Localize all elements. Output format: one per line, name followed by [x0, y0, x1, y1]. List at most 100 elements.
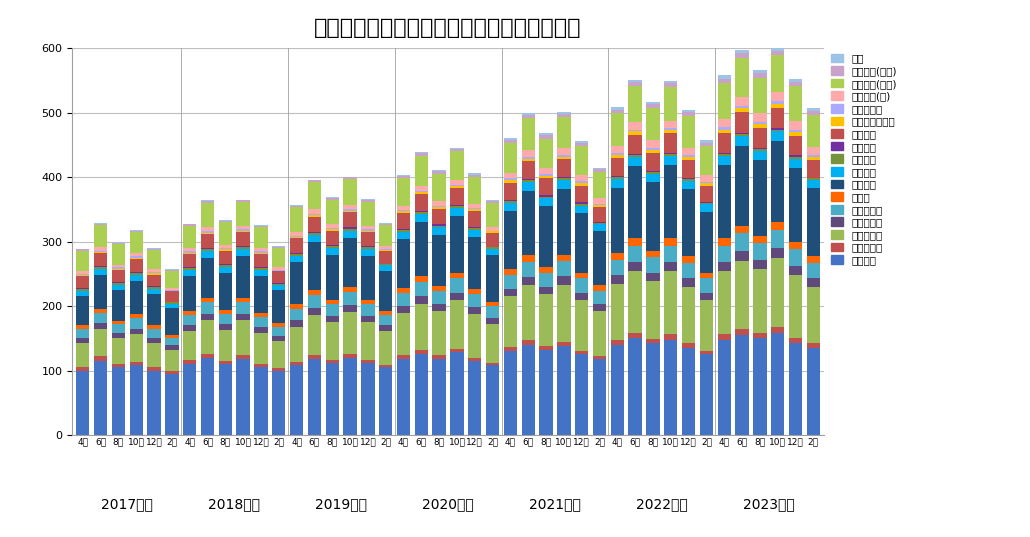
- Bar: [130, 232, 143, 253]
- Bar: [521, 113, 535, 115]
- Bar: [735, 226, 749, 233]
- Bar: [397, 210, 410, 212]
- Bar: [165, 350, 178, 371]
- Bar: [628, 86, 642, 122]
- Bar: [433, 171, 446, 174]
- Bar: [753, 149, 766, 151]
- Bar: [308, 359, 321, 435]
- Bar: [379, 311, 392, 315]
- Bar: [682, 257, 695, 263]
- Bar: [254, 248, 268, 251]
- Bar: [557, 117, 571, 148]
- Bar: [593, 222, 607, 223]
- Bar: [771, 55, 785, 92]
- Bar: [254, 313, 268, 317]
- Bar: [362, 316, 375, 322]
- Bar: [343, 179, 356, 205]
- Bar: [646, 149, 659, 153]
- Bar: [718, 127, 731, 129]
- Bar: [362, 360, 375, 363]
- Bar: [557, 261, 571, 277]
- Bar: [486, 201, 500, 203]
- Bar: [450, 151, 464, 180]
- Bar: [450, 148, 464, 149]
- Bar: [130, 231, 143, 232]
- Bar: [646, 174, 659, 183]
- Bar: [521, 180, 535, 183]
- Bar: [521, 191, 535, 255]
- Bar: [540, 133, 553, 135]
- Bar: [575, 300, 588, 351]
- Bar: [94, 266, 107, 267]
- Bar: [646, 153, 659, 171]
- Bar: [325, 304, 339, 316]
- Bar: [468, 289, 481, 294]
- Bar: [557, 157, 571, 159]
- Bar: [397, 175, 410, 176]
- Bar: [521, 158, 535, 161]
- Bar: [183, 270, 197, 276]
- Bar: [575, 278, 588, 293]
- Bar: [433, 226, 446, 228]
- Bar: [325, 229, 339, 231]
- Bar: [735, 335, 749, 435]
- Bar: [379, 325, 392, 331]
- Bar: [272, 247, 285, 248]
- Bar: [789, 82, 802, 86]
- Bar: [806, 111, 820, 115]
- Bar: [183, 268, 197, 270]
- Bar: [254, 328, 268, 333]
- Bar: [165, 338, 178, 345]
- Bar: [664, 165, 678, 238]
- Bar: [699, 351, 713, 354]
- Bar: [289, 262, 303, 304]
- Bar: [308, 315, 321, 355]
- Bar: [218, 273, 232, 310]
- Bar: [183, 251, 197, 252]
- Bar: [557, 255, 571, 261]
- Bar: [682, 155, 695, 157]
- Bar: [325, 200, 339, 224]
- Bar: [628, 132, 642, 135]
- Bar: [165, 303, 178, 308]
- Bar: [753, 243, 766, 260]
- Bar: [343, 305, 356, 312]
- Bar: [646, 172, 659, 174]
- Bar: [397, 178, 410, 206]
- Bar: [753, 268, 766, 333]
- Bar: [468, 228, 481, 230]
- Bar: [415, 303, 428, 350]
- Bar: [771, 141, 785, 222]
- Bar: [771, 101, 785, 104]
- Bar: [664, 87, 678, 120]
- Bar: [504, 180, 517, 183]
- Bar: [521, 255, 535, 262]
- Bar: [183, 223, 197, 224]
- Bar: [165, 302, 178, 303]
- Bar: [504, 183, 517, 200]
- Bar: [272, 341, 285, 368]
- Bar: [325, 246, 339, 248]
- Bar: [735, 50, 749, 54]
- Bar: [130, 329, 143, 335]
- Bar: [664, 245, 678, 262]
- Bar: [147, 343, 161, 367]
- Bar: [486, 227, 500, 231]
- Bar: [789, 275, 802, 338]
- Bar: [379, 367, 392, 435]
- Bar: [343, 287, 356, 292]
- Bar: [94, 357, 107, 361]
- Bar: [147, 294, 161, 325]
- Bar: [611, 187, 624, 253]
- Bar: [201, 314, 214, 320]
- Bar: [147, 270, 161, 272]
- Bar: [218, 221, 232, 222]
- Bar: [272, 326, 285, 336]
- Bar: [664, 81, 678, 83]
- Bar: [486, 248, 500, 249]
- Bar: [575, 183, 588, 186]
- Bar: [76, 251, 90, 271]
- Bar: [183, 226, 197, 248]
- Bar: [272, 371, 285, 435]
- Bar: [237, 202, 250, 226]
